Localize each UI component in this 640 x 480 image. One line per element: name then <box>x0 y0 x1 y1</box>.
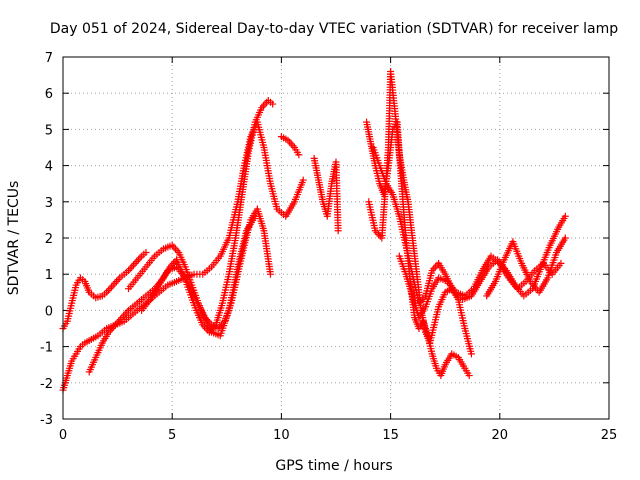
data-point <box>128 263 136 271</box>
y-tick-label: -3 <box>40 413 53 428</box>
data-point <box>126 265 134 273</box>
x-tick-label: 25 <box>601 428 618 443</box>
chart-title: Day 051 of 2024, Sidereal Day-to-day VTE… <box>50 21 618 37</box>
data-point <box>108 283 116 291</box>
series-arc-2 <box>59 118 307 394</box>
data-point <box>106 285 114 293</box>
data-point <box>131 259 139 267</box>
x-tick-label: 15 <box>382 428 399 443</box>
data-point <box>129 261 137 269</box>
data-point <box>375 230 383 238</box>
y-tick-label: 2 <box>45 232 53 247</box>
plot-frame <box>62 56 610 420</box>
series-arc-1 <box>59 248 150 332</box>
y-tick-label: 0 <box>45 304 53 319</box>
data-point <box>561 212 569 220</box>
data-point <box>121 310 129 318</box>
data-point <box>287 140 295 148</box>
data-point <box>269 100 277 108</box>
data-point <box>114 276 122 284</box>
series-arc-9 <box>365 67 475 358</box>
data-point <box>134 256 142 264</box>
data-point <box>431 263 439 271</box>
data-points <box>59 67 569 394</box>
y-tick-label: 3 <box>45 196 53 211</box>
y-tick-label: 1 <box>45 268 53 283</box>
data-point <box>113 277 121 285</box>
data-point <box>111 279 119 287</box>
data-point <box>123 308 131 316</box>
data-point <box>266 270 274 278</box>
data-point <box>295 151 303 159</box>
y-tick-label: 5 <box>45 123 53 138</box>
axis-ticks: 0 5 10 15 20 25 -3 -2 -1 0 1 2 3 4 5 6 7 <box>40 51 617 443</box>
data-point <box>561 234 569 242</box>
data-point <box>109 281 117 289</box>
x-tick-label: 5 <box>168 428 176 443</box>
data-point <box>251 212 259 220</box>
data-point <box>261 100 269 108</box>
series-arc-11 <box>395 252 565 322</box>
series-arc-7 <box>310 154 342 235</box>
x-tick-label: 10 <box>273 428 290 443</box>
y-tick-label: 4 <box>45 160 53 175</box>
data-point <box>136 254 144 262</box>
data-point <box>170 243 178 251</box>
y-tick-label: -2 <box>40 377 53 392</box>
y-tick-label: 6 <box>45 87 53 102</box>
y-tick-label: 7 <box>45 51 53 66</box>
data-point <box>557 259 565 267</box>
data-point <box>169 259 177 267</box>
data-point <box>467 350 475 358</box>
y-tick-label: -1 <box>40 341 53 356</box>
data-point <box>142 248 150 256</box>
data-point <box>465 372 473 380</box>
data-point <box>289 142 297 150</box>
y-axis-label: SDTVAR / TECUs <box>6 181 22 296</box>
series-arc-5 <box>138 212 259 340</box>
x-tick-label: 0 <box>59 428 67 443</box>
series-arc-12 <box>483 234 569 300</box>
data-point <box>334 227 342 235</box>
data-point <box>299 176 307 184</box>
grid-lines <box>63 57 609 419</box>
x-tick-label: 20 <box>492 428 509 443</box>
data-point <box>104 286 112 294</box>
data-point <box>133 258 141 266</box>
series-arc-6 <box>277 133 303 159</box>
x-axis-label: GPS time / hours <box>275 458 392 474</box>
